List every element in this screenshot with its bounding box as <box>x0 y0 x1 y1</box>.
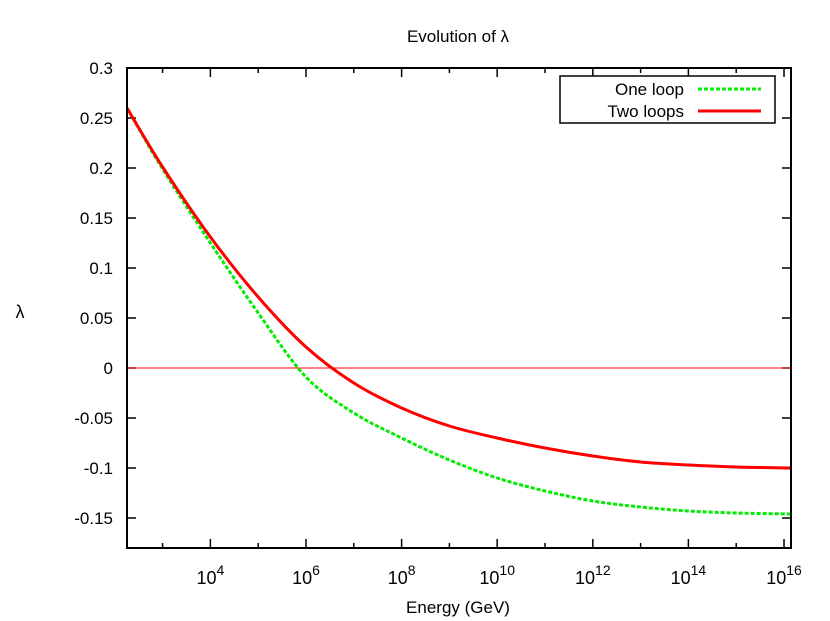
x-tick-label: 1016 <box>766 562 802 588</box>
y-tick-label: -0.15 <box>74 509 113 528</box>
y-axis-label: λ <box>16 302 25 322</box>
legend-box <box>559 75 776 124</box>
x-tick-label: 106 <box>292 562 320 588</box>
x-axis-label: Energy (GeV) <box>406 598 510 617</box>
series-line-one-loop <box>125 107 792 516</box>
y-tick-label: 0.15 <box>80 209 113 228</box>
y-tick-label: 0.25 <box>80 109 113 128</box>
legend-label-two-loops: Two loops <box>607 102 684 121</box>
y-tick-label: 0.1 <box>89 259 113 278</box>
x-tick-label: 108 <box>388 562 416 588</box>
chart-title: Evolution of λ <box>407 27 510 46</box>
y-tick-label: 0.2 <box>89 159 113 178</box>
legend-label-one-loop: One loop <box>615 80 684 99</box>
plot-frame <box>126 67 792 549</box>
legend: One loop Two loops <box>559 75 776 124</box>
series-line-two-loops <box>125 107 792 470</box>
x-tick-label: 104 <box>196 562 224 588</box>
x-tick-label: 1014 <box>671 562 707 588</box>
y-tick-label: 0 <box>104 359 113 378</box>
y-tick-label: 0.3 <box>89 59 113 78</box>
y-tick-label: -0.1 <box>84 459 113 478</box>
x-tick-label: 1012 <box>575 562 611 588</box>
x-tick-label: 1010 <box>479 562 515 588</box>
y-tick-label: 0.05 <box>80 309 113 328</box>
y-tick-label: -0.05 <box>74 409 113 428</box>
